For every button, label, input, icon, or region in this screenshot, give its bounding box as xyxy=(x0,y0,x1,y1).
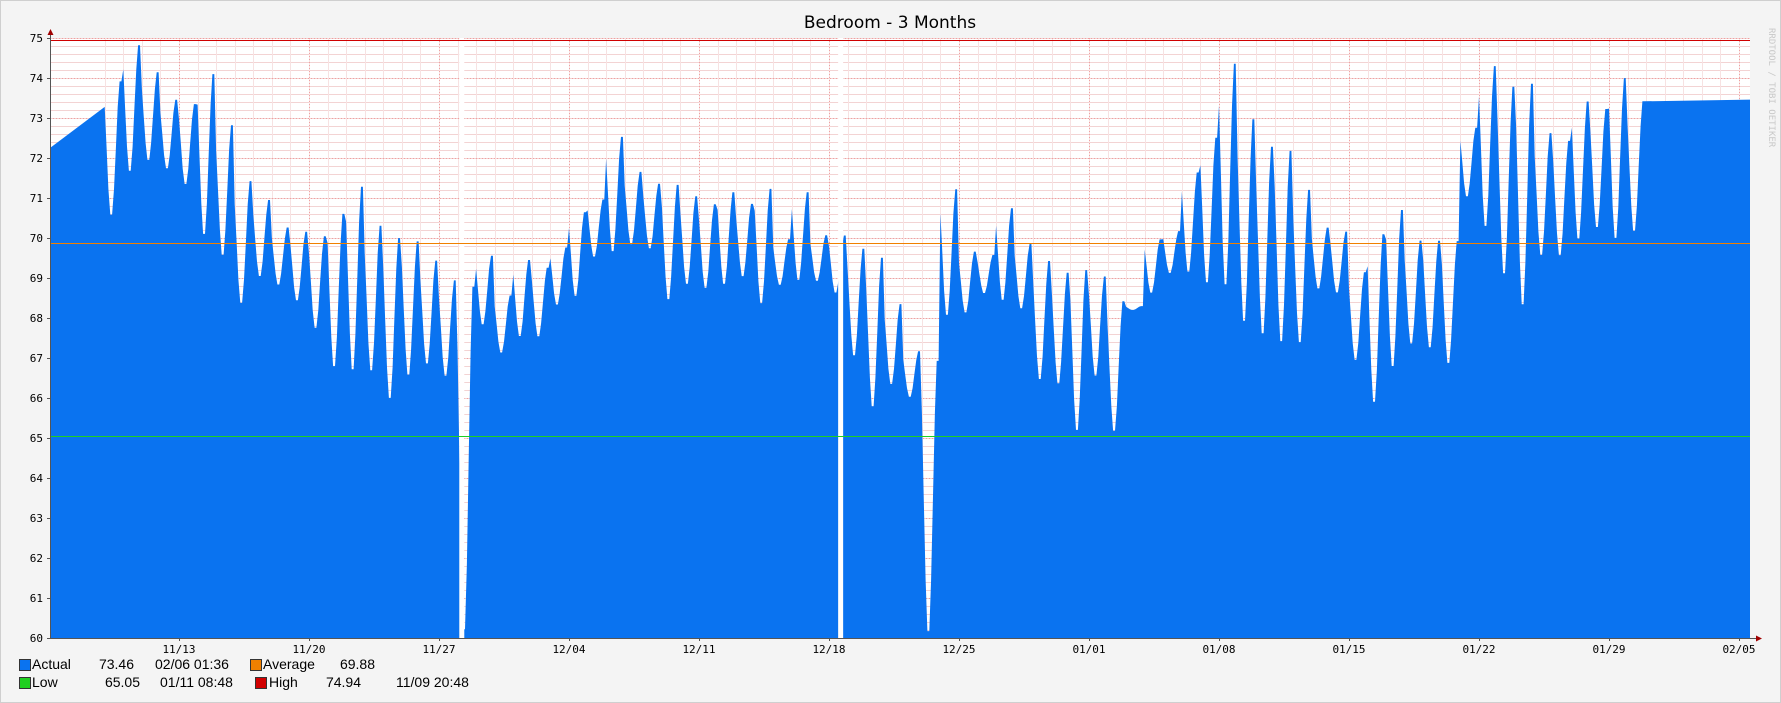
y-tick-label: 71 xyxy=(30,192,43,205)
y-tick-label: 67 xyxy=(30,352,43,365)
x-tick-label: 02/05 xyxy=(1722,643,1755,656)
x-tick-label: 01/01 xyxy=(1072,643,1105,656)
legend-swatch-actual xyxy=(19,659,31,671)
y-tick-label: 74 xyxy=(30,72,44,85)
x-tick-label: 11/27 xyxy=(422,643,455,656)
y-tick-label: 70 xyxy=(30,232,43,245)
actual-series-area xyxy=(50,45,1750,638)
x-tick-label: 12/11 xyxy=(682,643,715,656)
legend-swatch-average xyxy=(250,659,262,671)
axes xyxy=(47,29,1762,642)
y-tick-label: 66 xyxy=(30,392,43,405)
y-tick-labels: 60 61 62 63 64 65 66 67 68 69 70 71 72 73 74 75 xyxy=(30,32,44,645)
x-tick-label: 11/13 xyxy=(162,643,195,656)
legend-time-actual: 02/06 01:36 xyxy=(155,656,229,672)
legend-value-low: 65.05 xyxy=(104,674,140,690)
legend-label-average: Average xyxy=(263,656,315,672)
y-axis-arrow xyxy=(47,29,54,35)
legend-time-low: 01/11 08:48 xyxy=(160,674,233,690)
data-gap xyxy=(838,38,844,638)
reference-lines xyxy=(50,40,1750,437)
legend-label-high: High xyxy=(269,674,298,690)
legend-swatch-low xyxy=(19,677,31,689)
y-tick-label: 68 xyxy=(30,312,43,325)
x-tick-label: 01/15 xyxy=(1332,643,1365,656)
y-tick-label: 75 xyxy=(30,32,43,45)
y-tick-label: 73 xyxy=(30,112,43,125)
legend-label-actual: Actual xyxy=(32,656,71,672)
legend-time-high: 11/09 20:48 xyxy=(396,674,469,690)
temperature-chart: Bedroom - 3 Months 60 61 62 63 64 65 66 67 68 69 7… xyxy=(30,13,1776,656)
y-tick-label: 63 xyxy=(30,512,43,525)
x-tick-label: 12/18 xyxy=(812,643,845,656)
chart-title: Bedroom - 3 Months xyxy=(804,13,976,33)
legend-value-average: 69.88 xyxy=(339,656,375,672)
x-tick-label: 01/08 xyxy=(1202,643,1235,656)
y-tick-label: 60 xyxy=(30,632,43,645)
x-tick-label: 11/20 xyxy=(292,643,325,656)
x-tick-label: 01/29 xyxy=(1592,643,1625,656)
legend-value-actual: 73.46 xyxy=(98,656,134,672)
y-tick-label: 65 xyxy=(30,432,43,445)
data-gap xyxy=(459,38,465,638)
x-axis-arrow xyxy=(1756,635,1762,642)
x-tick-label: 01/22 xyxy=(1462,643,1495,656)
watermark-text: RRDTOOL / TOBI OETIKER xyxy=(1766,28,1776,148)
x-tick-label: 12/25 xyxy=(942,643,975,656)
x-tick-label: 12/04 xyxy=(552,643,585,656)
legend-label-low: Low xyxy=(32,674,58,690)
x-tick-labels: 11/13 11/20 11/27 12/04 12/11 12/18 12/25 01/01… xyxy=(162,643,1755,656)
y-tick-label: 72 xyxy=(30,152,43,165)
y-tick-label: 64 xyxy=(30,472,44,485)
legend-swatch-high xyxy=(255,677,267,689)
data-gaps xyxy=(459,38,844,638)
y-tick-label: 61 xyxy=(30,592,43,605)
y-tick-label: 69 xyxy=(30,272,43,285)
legend-value-high: 74.94 xyxy=(325,674,361,690)
y-tick-label: 62 xyxy=(30,552,43,565)
